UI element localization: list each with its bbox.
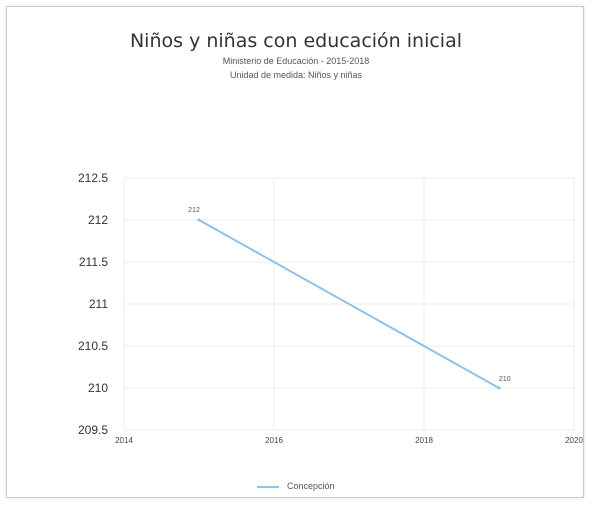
y-tick-label: 211 (89, 297, 108, 311)
chart-title: Niños y niñas con educación inicial (129, 30, 463, 52)
chart-subtitle-source: Ministerio de Educación - 2015-2018 (222, 56, 370, 66)
x-tick-label: 2018 (415, 436, 433, 445)
y-tick-label: 211.5 (79, 255, 108, 269)
y-tick-label: 209.5 (78, 423, 108, 437)
x-tick-label: 2020 (565, 436, 583, 445)
y-tick-label: 210 (88, 381, 108, 395)
data-label: 210 (499, 376, 511, 383)
x-tick-label: 2014 (115, 436, 133, 445)
chart-legend[interactable]: Concepción (0, 481, 592, 491)
y-tick-label: 212.5 (78, 171, 108, 185)
data-label: 212 (188, 207, 200, 214)
y-tick-label: 210.5 (78, 339, 108, 353)
legend-swatch (257, 485, 280, 488)
data-point (497, 386, 501, 390)
chart-subtitle-unit: Unidad de medida: Niños y niñas (229, 70, 363, 80)
x-tick-label: 2016 (265, 436, 283, 445)
data-point (197, 218, 201, 222)
series-line (198, 219, 500, 389)
legend-label: Concepción (286, 481, 335, 491)
chart-frame (6, 6, 584, 498)
y-tick-label: 212 (88, 213, 108, 227)
